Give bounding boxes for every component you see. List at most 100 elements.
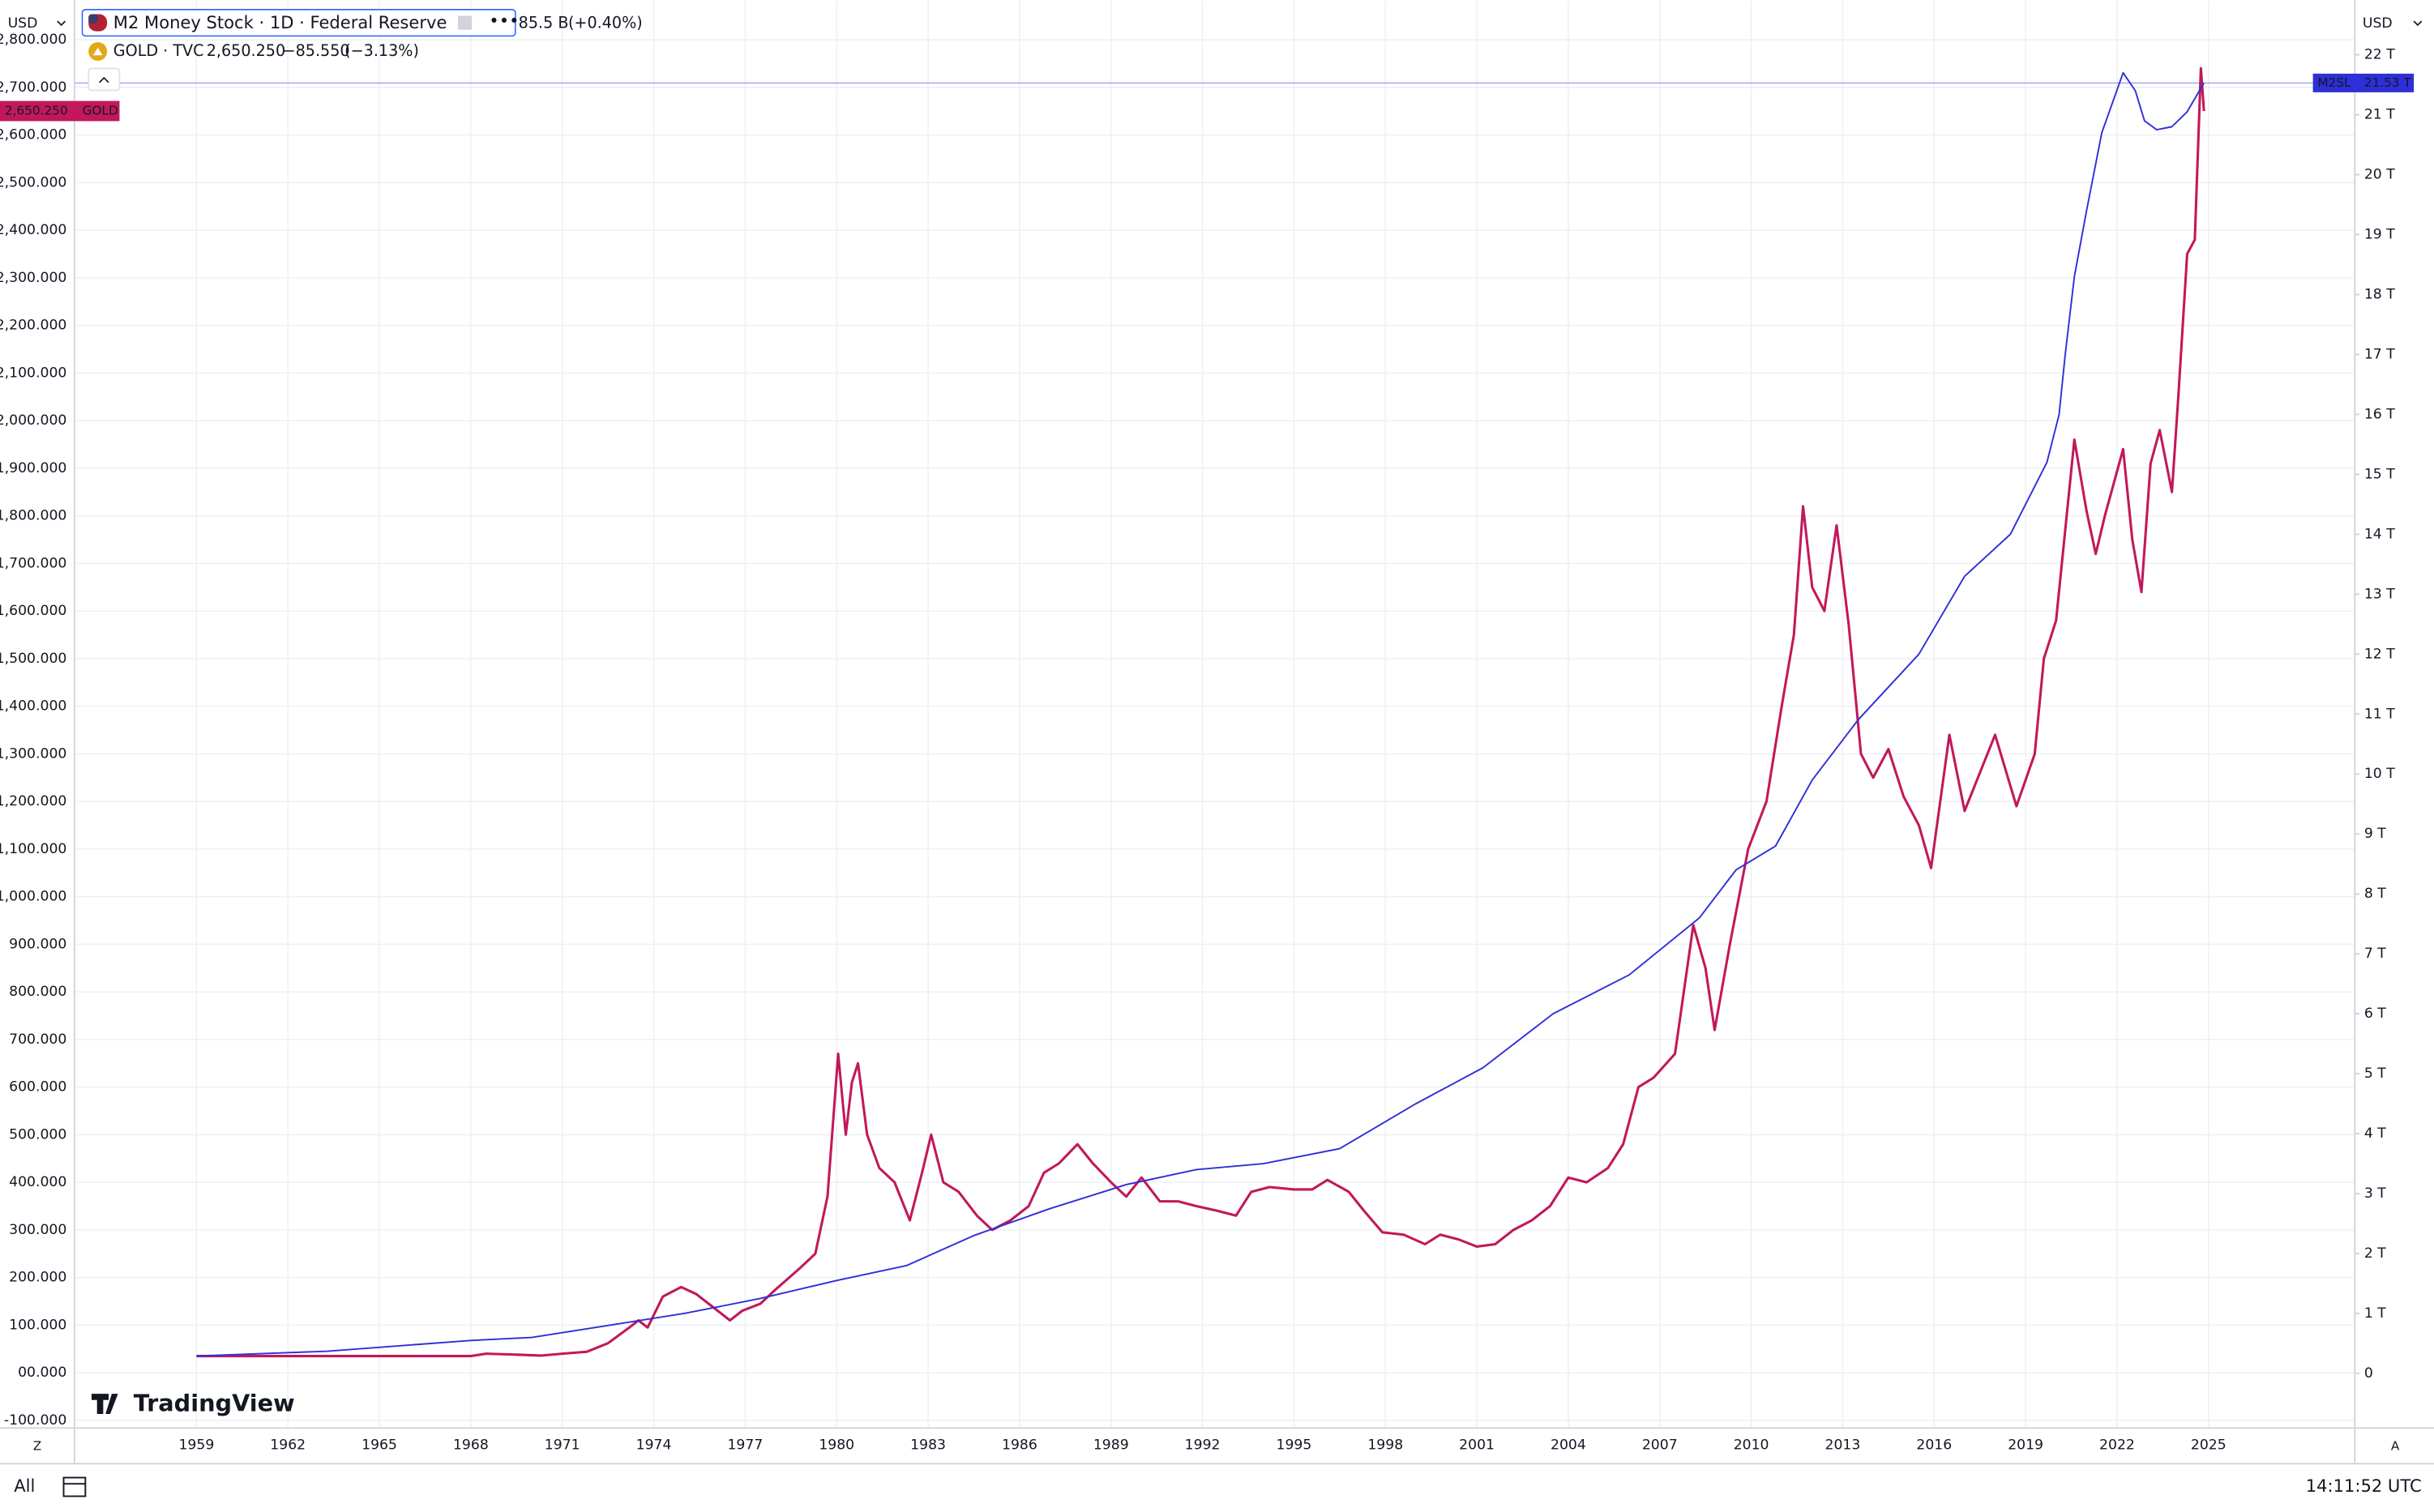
- y-tick-label: 200.000: [9, 1270, 66, 1286]
- legend-m2[interactable]: M2 Money Stock · 1D · Federal Reserve ••…: [88, 11, 643, 32]
- currency-right[interactable]: USD: [2363, 15, 2423, 32]
- y2-tick-label: 16 T: [2364, 406, 2395, 422]
- y2-tick-label: 18 T: [2364, 287, 2395, 303]
- price-label-symbol: M2SL: [2317, 75, 2351, 90]
- right-axis-bg: [2355, 0, 2434, 1429]
- y-tick-label: 2,800.000: [0, 32, 66, 48]
- y2-tick-label: 20 T: [2364, 167, 2395, 183]
- x-tick-label: 2019: [2008, 1437, 2043, 1453]
- x-tick-label: 2004: [1551, 1437, 1586, 1453]
- y-tick-label: 1,300.000: [0, 745, 66, 762]
- x-tick-label: 1971: [545, 1437, 580, 1453]
- x-tick-label: 1968: [453, 1437, 489, 1453]
- x-tick-label: 1980: [819, 1437, 854, 1453]
- more-icon[interactable]: •••: [489, 11, 519, 31]
- y-tick-label: 2,700.000: [0, 79, 66, 96]
- scale-button[interactable]: A: [2391, 1439, 2400, 1454]
- logo[interactable]: TradingView: [91, 1390, 295, 1417]
- price-label-symbol: GOLD: [83, 104, 118, 118]
- collapse-arrow: [98, 76, 109, 83]
- currency-label[interactable]: USD: [8, 15, 38, 32]
- y-tick-label: 100.000: [9, 1317, 66, 1333]
- scale-button[interactable]: Z: [33, 1439, 42, 1454]
- x-tick-label: 2025: [2191, 1437, 2227, 1453]
- y2-tick-label: 13 T: [2364, 586, 2395, 602]
- y-tick-label: 1,500.000: [0, 651, 66, 667]
- legend-change: −85.550: [283, 41, 350, 60]
- y-tick-label: 1,400.000: [0, 698, 66, 715]
- y-tick-label: 700.000: [9, 1031, 66, 1048]
- y-tick-label: 300.000: [9, 1222, 66, 1238]
- y-tick-label: 1,900.000: [0, 460, 66, 476]
- currency-left[interactable]: USD: [8, 15, 66, 32]
- x-tick-label: 2013: [1825, 1437, 1861, 1453]
- y-tick-label: 1,000.000: [0, 889, 66, 905]
- y-tick-label: 800.000: [9, 984, 66, 1000]
- y-tick-label: 2,500.000: [0, 174, 66, 190]
- y2-tick-label: 1 T: [2364, 1305, 2386, 1322]
- y2-tick-label: 22 T: [2364, 47, 2395, 63]
- y2-tick-label: 15 T: [2364, 466, 2395, 482]
- y-tick-label: -100.000: [4, 1412, 66, 1429]
- y2-tick-label: 19 T: [2364, 227, 2395, 243]
- y2-tick-label: 6 T: [2364, 1006, 2386, 1022]
- y2-tick-label: 10 T: [2364, 766, 2395, 782]
- legend-focus: [81, 9, 516, 37]
- y2-tick-label: 2 T: [2364, 1245, 2386, 1262]
- y2-tick-label: 14 T: [2364, 526, 2395, 542]
- y2-tick-label: 3 T: [2364, 1185, 2386, 1202]
- hide-icon[interactable]: [457, 15, 473, 30]
- y2-tick-label: 21 T: [2364, 107, 2395, 123]
- logo-text: TradingView: [134, 1390, 295, 1417]
- collapse-button[interactable]: [88, 67, 121, 92]
- y-tick-label: 1,600.000: [0, 603, 66, 619]
- price-label-box: [0, 100, 120, 122]
- y-tick-label: 500.000: [9, 1126, 66, 1143]
- y-tick-label: 1,800.000: [0, 508, 66, 524]
- gold-icon: [92, 47, 103, 56]
- y-tick-label: 900.000: [9, 936, 66, 952]
- y2-tick-label: 11 T: [2364, 706, 2395, 722]
- x-tick-label: 1986: [1002, 1437, 1037, 1453]
- clock: 14:11:52 UTC: [2306, 1476, 2422, 1496]
- range-button[interactable]: All: [14, 1476, 35, 1496]
- x-tick-label: 1965: [361, 1437, 397, 1453]
- legend-change: 85.5 B: [519, 14, 569, 32]
- y-tick-label: 2,300.000: [0, 270, 66, 286]
- y2-tick-label: 12 T: [2364, 646, 2395, 662]
- legend-change-pct: (+0.40%): [568, 14, 643, 32]
- y2-tick-label: 5 T: [2364, 1066, 2386, 1082]
- dropdown-arrow: [57, 20, 66, 27]
- series: [74, 66, 2355, 1358]
- x-tick-label: 1962: [270, 1437, 306, 1453]
- y-tick-label: 2,600.000: [0, 127, 66, 143]
- x-tick-label: 1977: [727, 1437, 763, 1453]
- legend-gold[interactable]: GOLD · TVC 2,650.250 −85.550 (−3.13%): [88, 41, 419, 61]
- y2-tick-label: 0: [2364, 1365, 2373, 1382]
- y-tick-label: 1,100.000: [0, 841, 66, 857]
- x-tick-label: 1995: [1277, 1437, 1312, 1453]
- legend-price: 2,650.250: [207, 41, 285, 60]
- y2-tick-label: 7 T: [2364, 946, 2386, 962]
- x-tick-label: 1974: [636, 1437, 672, 1453]
- x-tick-label: 2022: [2099, 1437, 2135, 1453]
- legend-change-pct: (−3.13%): [344, 41, 419, 60]
- x-tick-label: 1983: [910, 1437, 946, 1453]
- grid: [74, 0, 2355, 1429]
- price-label-box: [2312, 73, 2415, 92]
- y2-tick-label: 17 T: [2364, 346, 2395, 362]
- x-tick-label: 2016: [1916, 1437, 1952, 1453]
- left-axis-bg: [0, 0, 75, 1429]
- x-tick-label: 2007: [1642, 1437, 1678, 1453]
- collapse-legend[interactable]: [88, 67, 121, 92]
- calendar-button[interactable]: [62, 1476, 87, 1497]
- currency-label[interactable]: USD: [2363, 15, 2393, 32]
- legend-title: GOLD · TVC: [113, 41, 204, 60]
- price-label-value: 2,650.250: [5, 104, 68, 118]
- x-tick-label: 1992: [1185, 1437, 1221, 1453]
- x-tick-label: 1989: [1093, 1437, 1129, 1453]
